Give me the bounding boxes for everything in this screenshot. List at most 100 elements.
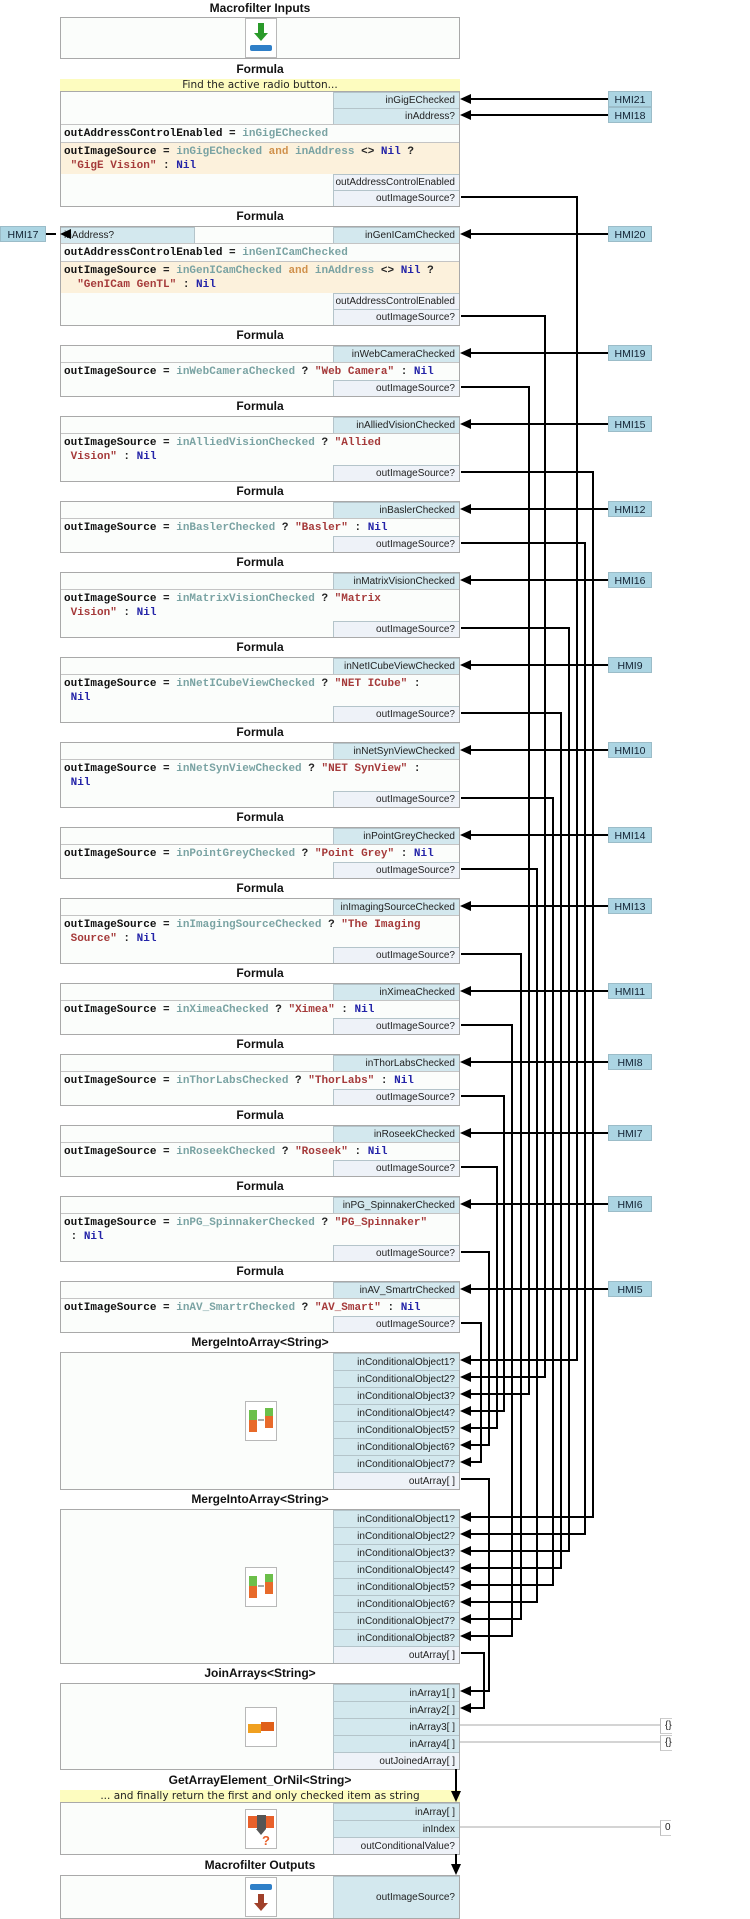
output-port[interactable]: outImageSource?	[333, 1160, 459, 1176]
input-port[interactable]: inBaslerChecked	[333, 502, 459, 518]
formula-block[interactable]: inAV_SmartrChecked outImageSource = inAV_…	[60, 1281, 460, 1333]
input-port[interactable]: inIndex	[333, 1820, 459, 1837]
output-port[interactable]: outImageSource?	[333, 791, 459, 807]
output-port[interactable]: outImageSource?	[333, 309, 459, 325]
image-source-wire[interactable]	[461, 196, 578, 1361]
array-wire[interactable]	[461, 1478, 490, 1692]
formula-expression[interactable]: outImageSource = inGenICamChecked and in…	[61, 261, 459, 293]
formula-expression[interactable]: outImageSource = inImagingSourceChecked …	[61, 915, 459, 947]
formula-block[interactable]: inImagingSourceChecked outImageSource = i…	[60, 898, 460, 964]
output-port[interactable]: outJoinedArray[ ]	[333, 1752, 459, 1769]
image-source-wire[interactable]	[461, 868, 538, 1603]
hmi-source-label[interactable]: HMI15	[608, 416, 652, 432]
formula-expression[interactable]: outImageSource = inWebCameraChecked ? "W…	[61, 362, 459, 380]
hmi-source-label[interactable]: HMI8	[608, 1054, 652, 1070]
formula-block[interactable]: inPointGreyChecked outImageSource = inPoi…	[60, 827, 460, 879]
formula-expression[interactable]: outImageSource = inGigEChecked and inAdd…	[61, 142, 459, 174]
formula-block[interactable]: inPG_SpinnakerChecked outImageSource = in…	[60, 1196, 460, 1262]
hmi-source-label[interactable]: HMI5	[608, 1281, 652, 1297]
output-port[interactable]: outImageSource?	[333, 536, 459, 552]
image-source-wire[interactable]	[461, 1166, 498, 1429]
formula-block[interactable]: inNetICubeViewChecked outImageSource = in…	[60, 657, 460, 723]
input-port[interactable]: inConditionalObject7?	[333, 1612, 459, 1629]
constant-value[interactable]: 0	[660, 1820, 671, 1836]
macrofilter-outputs-block[interactable]: outImageSource?	[60, 1875, 460, 1919]
formula-block[interactable]: inGenICamChecked inAddress? outAddressCont…	[60, 226, 460, 326]
output-port[interactable]: outImageSource?	[333, 947, 459, 963]
array-wire[interactable]	[461, 1652, 485, 1709]
input-port[interactable]: inAddress?	[333, 108, 459, 124]
formula-block[interactable]: inBaslerChecked outImageSource = inBasler…	[60, 501, 460, 553]
formula-block[interactable]: inGigEChecked inAddress? outAddressControl…	[60, 91, 460, 207]
output-port[interactable]: outArray[ ]	[333, 1472, 459, 1489]
input-port[interactable]: inArray3[ ]	[333, 1718, 459, 1735]
input-port[interactable]: inArray4[ ]	[333, 1735, 459, 1752]
input-port[interactable]: inConditionalObject2?	[333, 1370, 459, 1387]
hmi-source-label[interactable]: HMI6	[608, 1196, 652, 1212]
image-source-wire[interactable]	[461, 627, 570, 1552]
formula-expression[interactable]: outImageSource = inAV_SmartrChecked ? "A…	[61, 1298, 459, 1316]
input-port[interactable]: inConditionalObject4?	[333, 1561, 459, 1578]
formula-block[interactable]: inNetSynViewChecked outImageSource = inNe…	[60, 742, 460, 808]
output-port[interactable]: outImageSource?	[333, 380, 459, 396]
input-port[interactable]: inImagingSourceChecked	[333, 899, 459, 915]
hmi-source-label[interactable]: HMI7	[608, 1125, 652, 1141]
input-port[interactable]: inRoseekChecked	[333, 1126, 459, 1142]
output-port[interactable]: outArray[ ]	[333, 1646, 459, 1663]
hmi-source-label[interactable]: HMI14	[608, 827, 652, 843]
formula-expression[interactable]: outImageSource = inPG_SpinnakerChecked ?…	[61, 1213, 459, 1245]
formula-expression[interactable]: outImageSource = inNetSynViewChecked ? "…	[61, 759, 459, 791]
formula-expression[interactable]: outImageSource = inNetICubeViewChecked ?…	[61, 674, 459, 706]
input-port[interactable]: inConditionalObject2?	[333, 1527, 459, 1544]
input-port[interactable]: inPG_SpinnakerChecked	[333, 1197, 459, 1213]
output-port[interactable]: outImageSource?	[333, 1018, 459, 1034]
input-port[interactable]: inArray[ ]	[333, 1803, 459, 1820]
formula-block[interactable]: inRoseekChecked outImageSource = inRoseek…	[60, 1125, 460, 1177]
image-source-wire[interactable]	[461, 797, 554, 1586]
hmi-source-label[interactable]: HMI21	[608, 91, 652, 107]
image-source-wire[interactable]	[461, 1095, 505, 1412]
constant-value[interactable]: {}	[660, 1735, 672, 1751]
hmi-source-label[interactable]: HMI17	[0, 226, 46, 242]
hmi-source-label[interactable]: HMI20	[608, 226, 652, 242]
formula-expression[interactable]: outImageSource = inAlliedVisionChecked ?…	[61, 433, 459, 465]
image-source-wire[interactable]	[461, 386, 530, 1395]
formula-block[interactable]: inWebCameraChecked outImageSource = inWeb…	[60, 345, 460, 397]
output-port[interactable]: outAddressControlEnabled	[333, 174, 459, 190]
macrofilter-inputs-block[interactable]	[60, 17, 460, 59]
input-port[interactable]: inNetSynViewChecked	[333, 743, 459, 759]
input-port[interactable]: inConditionalObject7?	[333, 1455, 459, 1472]
input-port[interactable]: inWebCameraChecked	[333, 346, 459, 362]
hmi-source-label[interactable]: HMI16	[608, 572, 652, 588]
formula-expression[interactable]: outImageSource = inRoseekChecked ? "Rose…	[61, 1142, 459, 1160]
output-port[interactable]: outImageSource?	[333, 1089, 459, 1105]
merge-into-array-block[interactable]: inConditionalObject1? inConditionalObject…	[60, 1509, 460, 1664]
hmi-source-label[interactable]: HMI19	[608, 345, 652, 361]
hmi-source-label[interactable]: HMI9	[608, 657, 652, 673]
formula-expression[interactable]: outAddressControlEnabled = inGenICamChec…	[61, 243, 459, 261]
input-port[interactable]: inConditionalObject5?	[333, 1578, 459, 1595]
image-source-wire[interactable]	[461, 712, 562, 1569]
input-port[interactable]: inNetICubeViewChecked	[333, 658, 459, 674]
input-port[interactable]: inThorLabsChecked	[333, 1055, 459, 1071]
input-port[interactable]: inConditionalObject6?	[333, 1595, 459, 1612]
output-port[interactable]: outImageSource?	[333, 706, 459, 722]
input-port[interactable]: inGenICamChecked	[333, 227, 459, 243]
image-source-wire[interactable]	[461, 1322, 482, 1463]
image-source-wire[interactable]	[461, 471, 594, 1518]
input-port[interactable]: inConditionalObject3?	[333, 1544, 459, 1561]
formula-block[interactable]: inAlliedVisionChecked outImageSource = in…	[60, 416, 460, 482]
formula-expression[interactable]: outImageSource = inThorLabsChecked ? "Th…	[61, 1071, 459, 1089]
input-port[interactable]: inConditionalObject4?	[333, 1404, 459, 1421]
hmi-source-label[interactable]: HMI11	[608, 983, 652, 999]
formula-block[interactable]: inXimeaChecked outImageSource = inXimeaCh…	[60, 983, 460, 1035]
output-port[interactable]: outImageSource?	[333, 465, 459, 481]
image-source-wire[interactable]	[461, 315, 546, 1378]
input-port[interactable]: inArray1[ ]	[333, 1684, 459, 1701]
image-source-wire[interactable]	[461, 1024, 513, 1637]
input-port[interactable]: inGigEChecked	[333, 92, 459, 108]
hmi-source-label[interactable]: HMI13	[608, 898, 652, 914]
input-port[interactable]: inConditionalObject3?	[333, 1387, 459, 1404]
output-port[interactable]: outImageSource?	[333, 1316, 459, 1332]
output-port[interactable]: outAddressControlEnabled	[333, 293, 459, 309]
